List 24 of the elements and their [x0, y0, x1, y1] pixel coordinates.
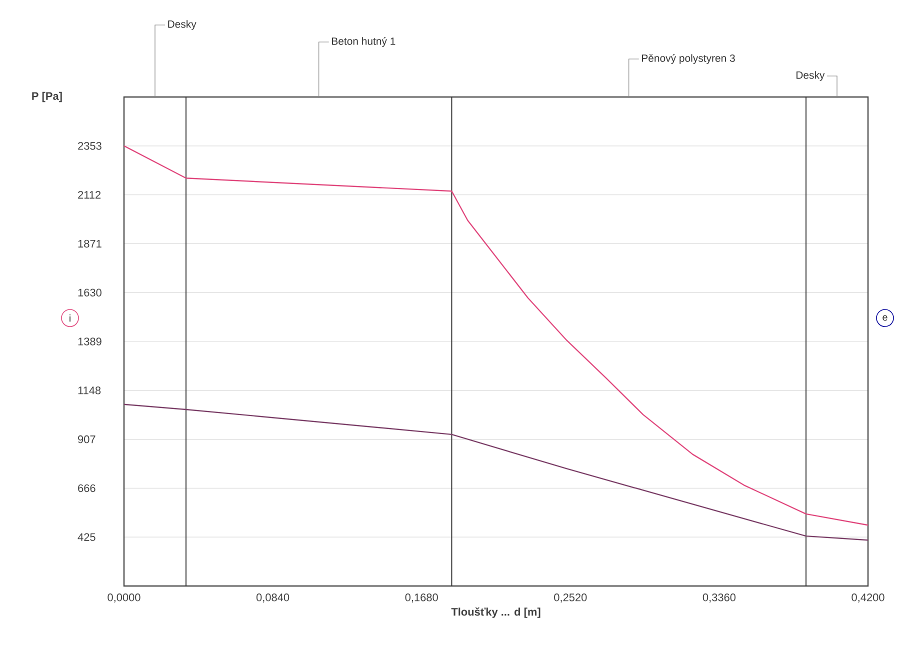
x-tick-label: 0,0000 — [108, 594, 140, 603]
x-tick-label: 0,2520 — [554, 594, 587, 603]
y-axis-title: P [Pa] — [32, 92, 62, 102]
x-tick-label: 0,1680 — [405, 594, 438, 603]
y-tick-label: 1148 — [78, 386, 101, 394]
text: Desky — [168, 20, 196, 30]
text: Beton hutný 1 — [332, 37, 396, 47]
x-axis-title: Tloušťky ... d [m] — [451, 607, 540, 618]
y-tick-label: 907 — [78, 435, 96, 444]
line-series — [123, 145, 869, 526]
text: Desky — [796, 71, 825, 81]
y-tick-label: 425 — [78, 533, 96, 541]
x-tick-label: 0,0840 — [256, 594, 290, 603]
text: Pěnový polystyren 3 — [642, 54, 735, 64]
y-tick-label: 666 — [78, 484, 96, 492]
y-tick-label: 1871 — [78, 240, 102, 248]
line-series — [123, 404, 869, 541]
y-tick-label: 2353 — [78, 142, 102, 150]
y-tick-label: 2112 — [78, 190, 101, 199]
x-tick-label: 0,3360 — [702, 594, 736, 603]
y-tick-label: 1389 — [78, 338, 102, 346]
text: e — [882, 315, 888, 321]
x-tick-label: 0,4200 — [852, 594, 884, 603]
y-tick-label: 1630 — [78, 288, 102, 296]
